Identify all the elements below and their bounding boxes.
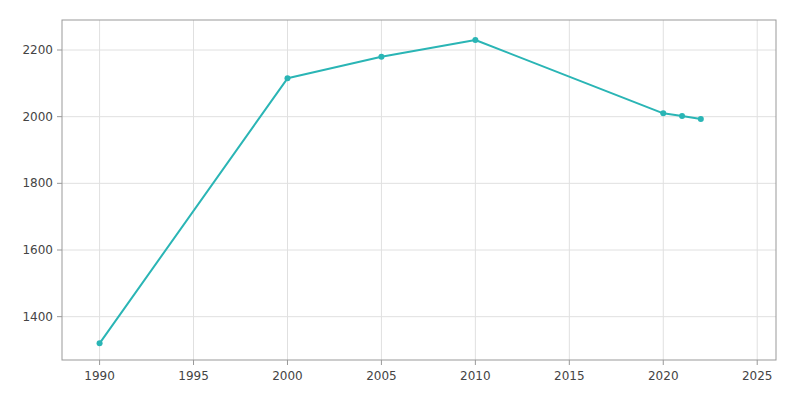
chart-container: 1990 1995 2000 2005 2010 2015 2020 2025 1400 1600…: [0, 0, 800, 400]
x-grid-line: [99, 20, 100, 360]
line: [100, 40, 701, 343]
x-tick-label: 2010: [460, 369, 491, 383]
chart-svg: 1990 1995 2000 2005 2010 2015 2020 2025 1400 1600…: [0, 0, 800, 400]
grid: [62, 20, 776, 360]
x-tick-label: 2015: [554, 369, 585, 383]
x-tick-label: 1995: [178, 369, 209, 383]
data-layer: [97, 37, 704, 346]
point: [97, 340, 103, 346]
x-grid-line: [475, 20, 476, 360]
y-tick-label: 2200: [22, 43, 53, 57]
y-grid-line: [62, 316, 776, 317]
x-grid-line: [757, 20, 758, 360]
point: [378, 54, 384, 60]
x-tick: [663, 360, 664, 365]
x-tick-label: 1990: [84, 369, 115, 383]
plot-frame: [62, 20, 776, 360]
x-tick-label: 2025: [742, 369, 773, 383]
x-tick-label: 2020: [648, 369, 679, 383]
x-grid-line: [569, 20, 570, 360]
y-tick: [57, 116, 62, 117]
x-tick: [381, 360, 382, 365]
y-tick: [57, 50, 62, 51]
x-tick: [193, 360, 194, 365]
x-grid-line: [381, 20, 382, 360]
x-grid-line: [193, 20, 194, 360]
y-tick-label: 1600: [22, 243, 53, 257]
point: [698, 116, 704, 122]
y-grid-line: [62, 250, 776, 251]
y-tick: [57, 183, 62, 184]
y-tick: [57, 250, 62, 251]
x-tick: [475, 360, 476, 365]
y-grid-line: [62, 116, 776, 117]
x-tick-label: 2005: [366, 369, 397, 383]
x-grid-line: [287, 20, 288, 360]
point: [679, 113, 685, 119]
axes: 1990 1995 2000 2005 2010 2015 2020 2025 1400 1600…: [22, 43, 772, 383]
x-tick: [99, 360, 100, 365]
point: [472, 37, 478, 43]
y-tick-label: 1800: [22, 176, 53, 190]
x-tick: [757, 360, 758, 365]
x-tick: [569, 360, 570, 365]
x-tick-label: 2000: [272, 369, 303, 383]
point: [284, 75, 290, 81]
x-grid-line: [663, 20, 664, 360]
x-tick: [287, 360, 288, 365]
y-tick-label: 1400: [22, 310, 53, 324]
y-tick-label: 2000: [22, 110, 53, 124]
y-tick: [57, 316, 62, 317]
y-grid-line: [62, 183, 776, 184]
point: [660, 110, 666, 116]
